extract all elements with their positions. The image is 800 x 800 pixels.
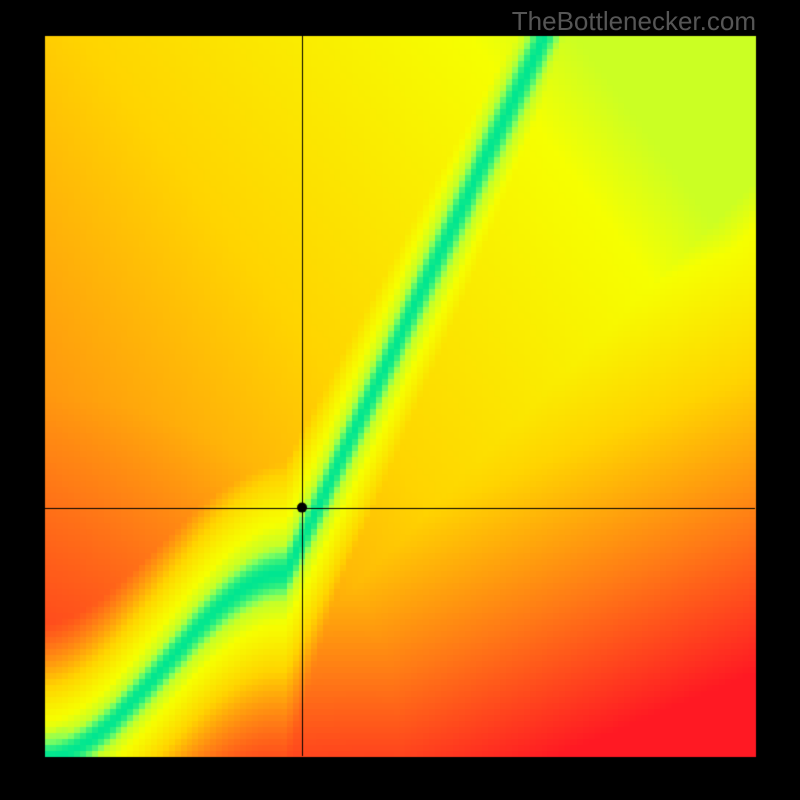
chart-container: TheBottlenecker.com <box>0 0 800 800</box>
heatmap-canvas <box>0 0 800 800</box>
watermark-text: TheBottlenecker.com <box>512 6 756 37</box>
